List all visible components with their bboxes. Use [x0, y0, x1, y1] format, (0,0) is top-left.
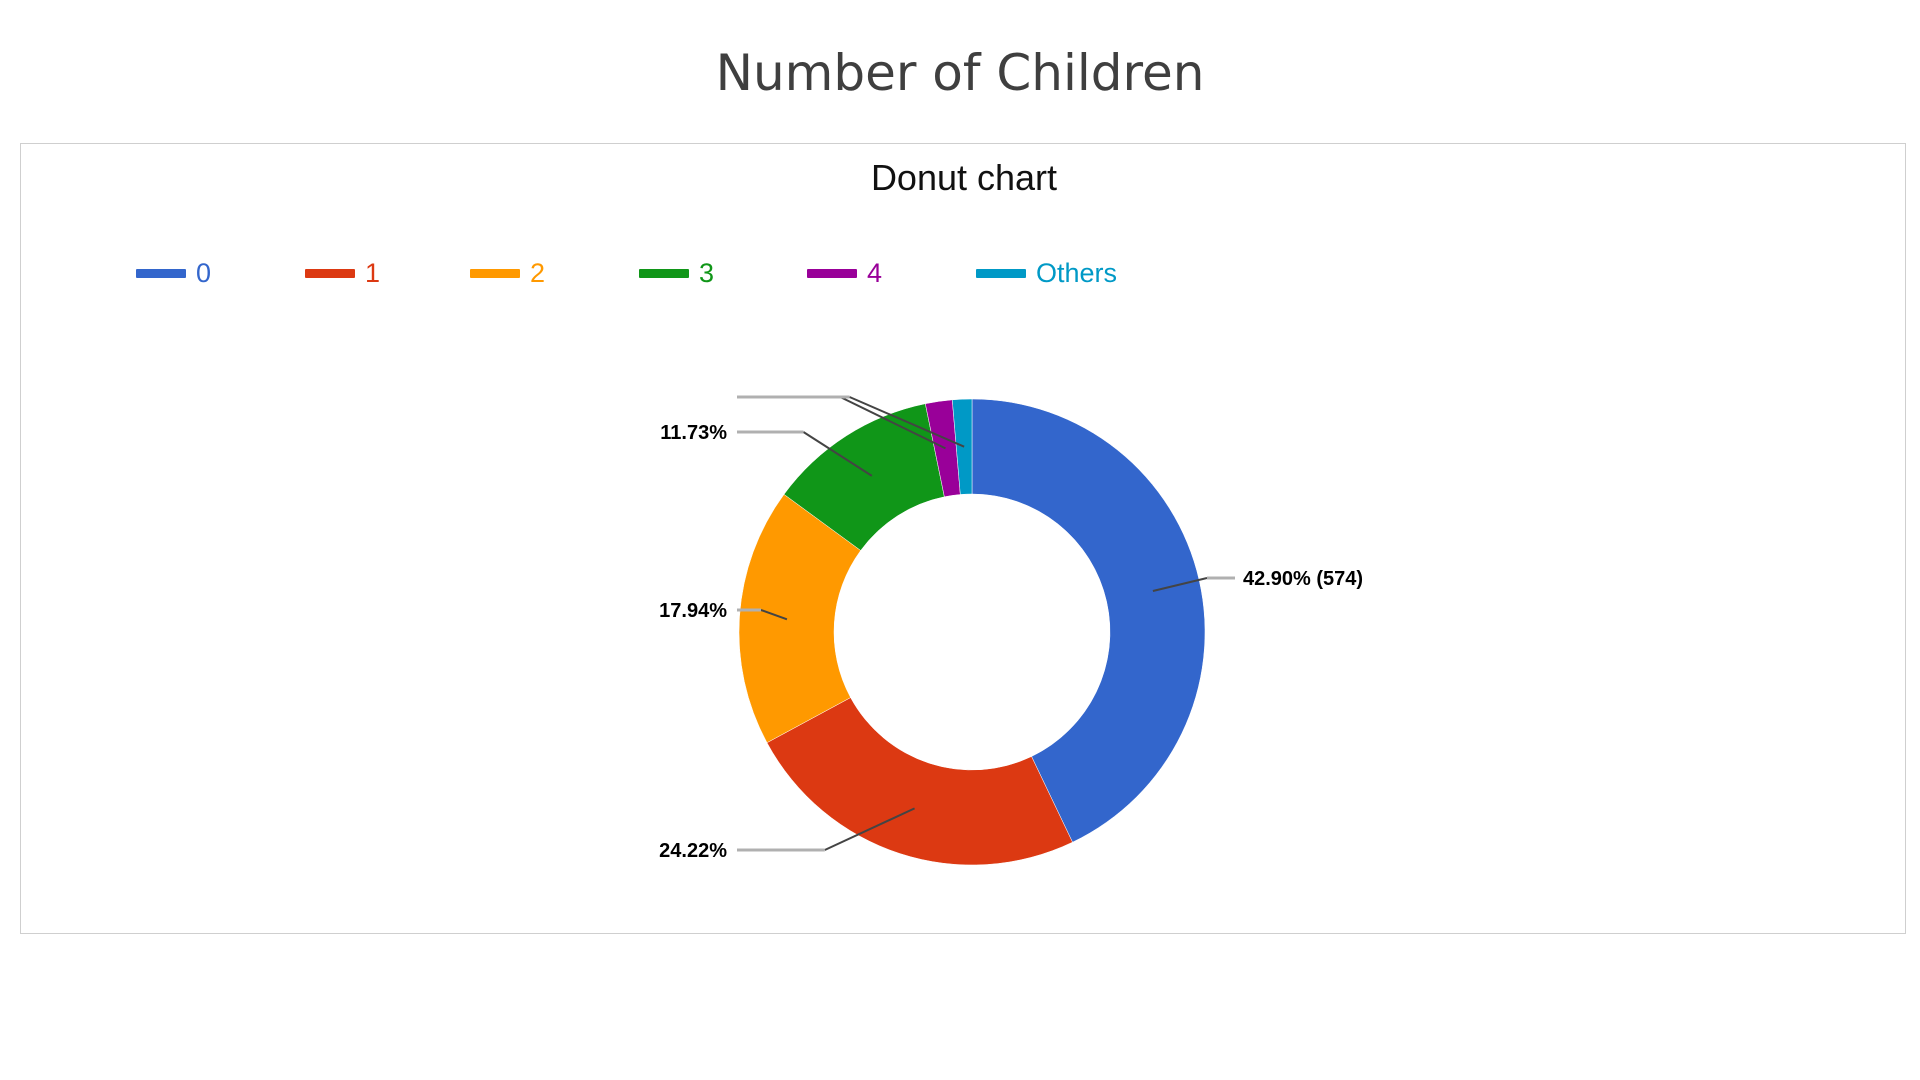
chart-title: Donut chart — [870, 157, 1058, 198]
donut-slice-1[interactable] — [766, 697, 1073, 866]
legend-item-3[interactable]: 3 — [639, 255, 714, 291]
legend-swatch — [305, 268, 355, 278]
legend-item-4[interactable]: 4 — [807, 255, 882, 291]
legend-label: 0 — [196, 258, 212, 288]
donut-slice-2[interactable] — [738, 493, 862, 744]
page-title: Number of Children — [715, 44, 1205, 102]
legend-swatch — [639, 268, 689, 278]
callout-leader — [802, 431, 873, 477]
legend-item-0[interactable]: 0 — [136, 255, 211, 291]
legend-label: 1 — [365, 258, 381, 288]
legend-swatch — [136, 268, 186, 278]
legend-swatch — [470, 268, 520, 278]
legend-label: 2 — [530, 258, 546, 288]
legend-swatch — [807, 268, 857, 278]
callout-leader — [824, 807, 915, 851]
data-label-1: 24.22% — [659, 840, 727, 862]
data-label-0: 42.90% (574) — [1243, 568, 1363, 590]
legend-label: 3 — [699, 258, 715, 288]
callout-leader — [849, 396, 965, 448]
chart-legend: 0 1 2 3 4 Others — [0, 255, 1920, 291]
callout-leader — [760, 609, 788, 621]
callout-leader — [839, 396, 946, 450]
legend-item-1[interactable]: 1 — [305, 255, 380, 291]
legend-swatch — [976, 268, 1026, 278]
legend-item-2[interactable]: 2 — [470, 255, 545, 291]
legend-label: 4 — [867, 258, 883, 288]
data-label-3: 11.73% — [660, 422, 727, 444]
legend-label: Others — [1036, 258, 1118, 288]
callout-leader — [1152, 577, 1208, 592]
data-label-2: 17.94% — [659, 600, 727, 622]
legend-item-others[interactable]: Others — [976, 255, 1117, 291]
